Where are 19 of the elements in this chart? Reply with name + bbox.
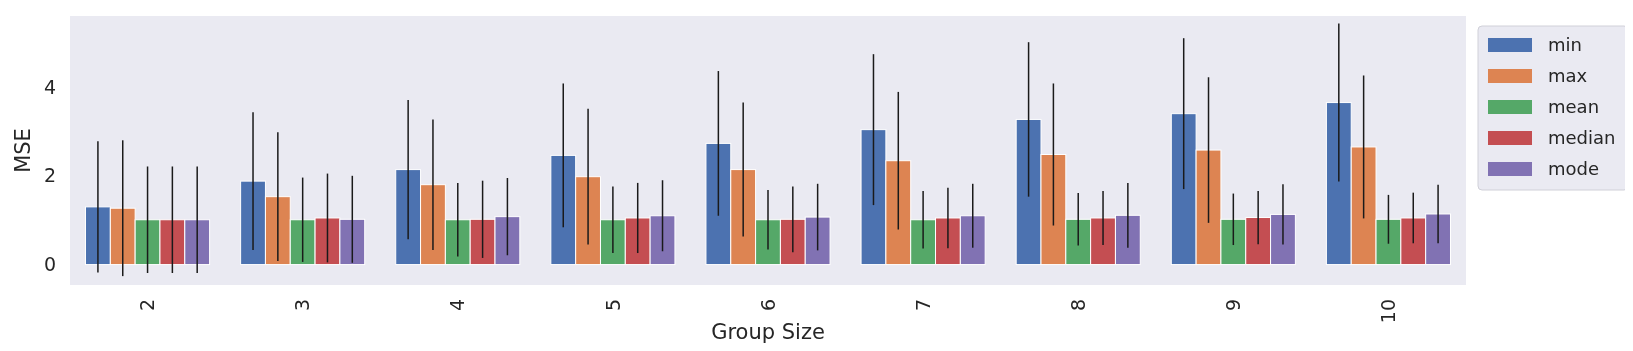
x-tick-label: 10	[1377, 299, 1400, 324]
x-axis-title: Group Size	[711, 320, 825, 344]
y-tick-label: 2	[43, 164, 56, 187]
legend-label: mode	[1548, 158, 1600, 180]
x-tick-label: 7	[911, 299, 934, 312]
x-tick-label: 4	[446, 299, 469, 312]
x-tick-label: 6	[756, 299, 779, 312]
y-tick-label: 4	[43, 75, 56, 98]
y-axis-title: MSE	[11, 128, 35, 173]
x-tick-label: 2	[136, 299, 159, 312]
x-tick-label: 8	[1066, 299, 1089, 312]
legend-label: median	[1548, 127, 1616, 149]
x-tick-label: 9	[1221, 299, 1244, 312]
legend-label: min	[1548, 34, 1582, 56]
legend-label: mean	[1548, 96, 1600, 118]
x-tick-label: 3	[291, 299, 314, 312]
legend-label: max	[1548, 65, 1588, 87]
x-tick-label: 5	[601, 299, 624, 312]
y-tick-label: 0	[43, 253, 56, 276]
